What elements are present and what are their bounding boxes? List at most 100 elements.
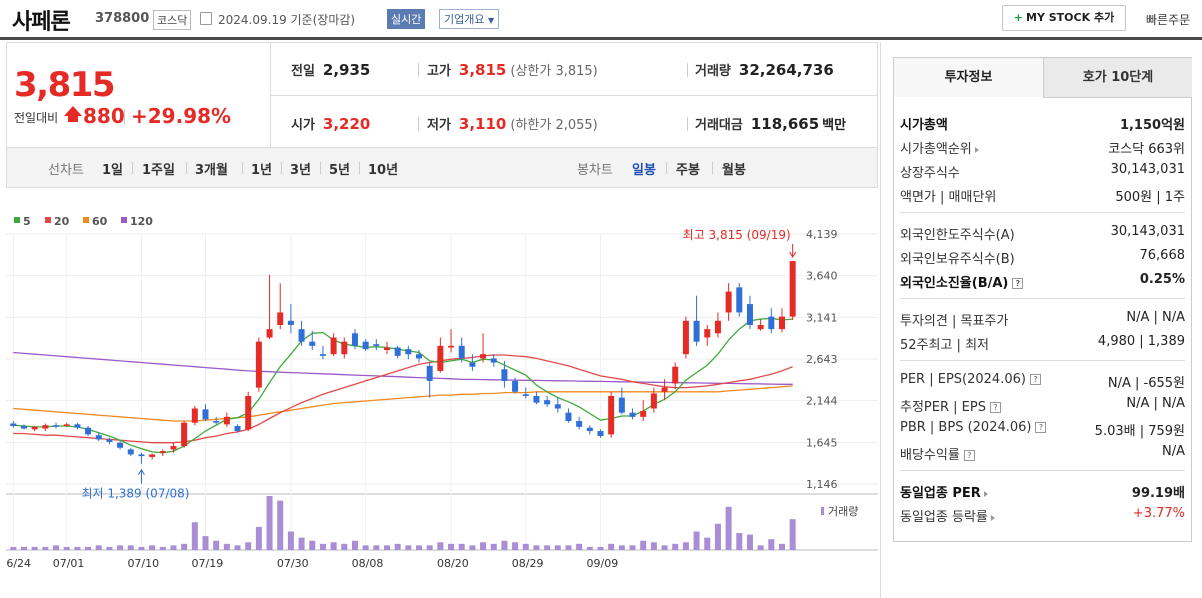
candle-body	[10, 423, 17, 427]
invest-value: N/A	[1162, 444, 1185, 459]
invest-value: 99.19배	[1131, 486, 1185, 501]
candle-body	[255, 341, 262, 388]
company-info-dropdown[interactable]: 기업개요 ▼	[439, 9, 500, 29]
candle-body	[736, 287, 743, 313]
amount-value: 118,665	[750, 115, 820, 133]
divider	[320, 162, 321, 174]
x-tick-label: 07/19	[192, 557, 224, 570]
volume-bar	[373, 545, 380, 550]
volume-bar	[213, 540, 220, 550]
candle-body	[789, 261, 796, 317]
max-arrow-head	[789, 251, 797, 258]
candle-body	[416, 354, 423, 359]
candle-body	[149, 454, 156, 457]
base-date: 2024.09.19 기준(장마감)	[218, 13, 356, 27]
legend-label: 20	[54, 215, 70, 228]
my-stock-add-button[interactable]: + MY STOCK 추가	[1002, 5, 1126, 31]
candle-body	[95, 435, 102, 440]
candle-body	[533, 395, 540, 403]
tab-monthly[interactable]: 월봉	[722, 163, 746, 178]
candle-body	[469, 362, 476, 367]
help-icon[interactable]: ?	[1012, 278, 1024, 289]
x-tick-label: 09/09	[587, 557, 619, 570]
candle-body	[768, 316, 775, 330]
realtime-button[interactable]: 실시간	[387, 9, 426, 29]
invest-key[interactable]: 동일업종 등락률	[900, 506, 995, 525]
tab-1w[interactable]: 1주일	[142, 163, 175, 178]
stock-header: 사페론 378800 코스닥 2024.09.19 기준(장마감) 실시간 기업…	[0, 0, 1202, 40]
candle-body	[287, 320, 294, 325]
min-arrow-head	[138, 468, 145, 475]
tab-invest-info[interactable]: 투자정보	[894, 58, 1043, 98]
volume-bar	[362, 545, 369, 550]
invest-row: 시가총액순위 코스닥 663위	[900, 138, 1185, 158]
volume-bar	[490, 543, 497, 550]
candle-body	[640, 410, 647, 417]
help-icon[interactable]: ?	[963, 450, 975, 461]
volume-bar	[778, 543, 785, 550]
candle-body	[74, 424, 81, 428]
lower-limit: (하한가 2,055)	[510, 118, 598, 133]
quick-order-button[interactable]: 빠른주문	[1146, 11, 1190, 28]
volume-bar	[287, 531, 294, 550]
amount-label: 거래대금	[695, 118, 743, 133]
plus-icon: +	[1013, 11, 1024, 24]
y-tick-label: 2,144	[806, 395, 838, 408]
open-value: 3,220	[322, 115, 371, 133]
volume-bar	[768, 539, 775, 550]
tab-3m[interactable]: 3개월	[195, 163, 228, 178]
volume-bar	[746, 534, 753, 550]
invest-row: 추정PER | EPS? N/A | N/A	[900, 396, 1185, 416]
invest-value: N/A | -655원	[1107, 376, 1185, 391]
tab-1y[interactable]: 1년	[251, 163, 273, 178]
candle-body	[480, 354, 487, 359]
tab-1d[interactable]: 1일	[102, 163, 124, 178]
tab-weekly[interactable]: 주봉	[676, 163, 700, 178]
invest-key: 외국인보유주식수(B)	[900, 252, 1015, 267]
volume-bar	[608, 543, 615, 550]
invest-key[interactable]: 동일업종 PER	[900, 482, 988, 501]
trade-amount: 거래대금 118,665 백만	[695, 114, 846, 133]
tab-3y[interactable]: 3년	[290, 163, 312, 178]
x-tick-label: 07/30	[277, 557, 309, 570]
candle-body	[85, 427, 92, 435]
volume-bar	[437, 542, 444, 550]
volume-bar	[95, 545, 102, 550]
low-price: 저가 3,110 (하한가 2,055)	[427, 114, 598, 133]
candle-body	[394, 347, 401, 356]
invest-key: 액면가 | 매매단위	[900, 190, 997, 205]
divider	[124, 109, 125, 125]
volume-bar	[149, 545, 156, 550]
volume-legend-swatch	[821, 507, 824, 515]
volume-bar	[74, 546, 81, 550]
divider	[666, 162, 667, 174]
volume-bar	[458, 543, 465, 550]
candle-body	[266, 329, 273, 338]
calendar-icon	[200, 12, 212, 25]
right-panel	[880, 42, 1202, 598]
candle-body	[351, 333, 358, 346]
tab-hoga-10[interactable]: 호가 10단계	[1043, 58, 1192, 98]
price-chart[interactable]: 5 20 60 120 4,139 3,640 3,141 2,643 2,144 1,645 1,…	[6, 204, 878, 584]
high-value: 3,815	[458, 61, 507, 79]
candle-body	[42, 425, 49, 429]
volume-bar	[640, 540, 647, 550]
volume-bar	[181, 543, 188, 550]
tab-5y[interactable]: 5년	[329, 163, 351, 178]
divider	[687, 117, 688, 131]
candle-body	[608, 395, 615, 435]
invest-key[interactable]: 시가총액순위	[900, 138, 979, 157]
volume-bar	[10, 546, 17, 550]
invest-value: 5.03배 | 759원	[1094, 424, 1185, 439]
tab-10y[interactable]: 10년	[368, 163, 399, 178]
help-icon[interactable]: ?	[1035, 422, 1047, 433]
help-icon[interactable]: ?	[1029, 374, 1041, 385]
arrow-right-icon	[974, 146, 979, 153]
tab-daily[interactable]: 일봉	[632, 163, 656, 178]
candle-body	[757, 324, 764, 330]
help-icon[interactable]: ?	[989, 402, 1001, 413]
volume-bar	[255, 526, 262, 550]
y-tick-label: 1,645	[806, 436, 838, 449]
invest-row: 액면가 | 매매단위 500원 | 1주	[900, 186, 1185, 206]
open-label: 시가	[291, 118, 315, 133]
